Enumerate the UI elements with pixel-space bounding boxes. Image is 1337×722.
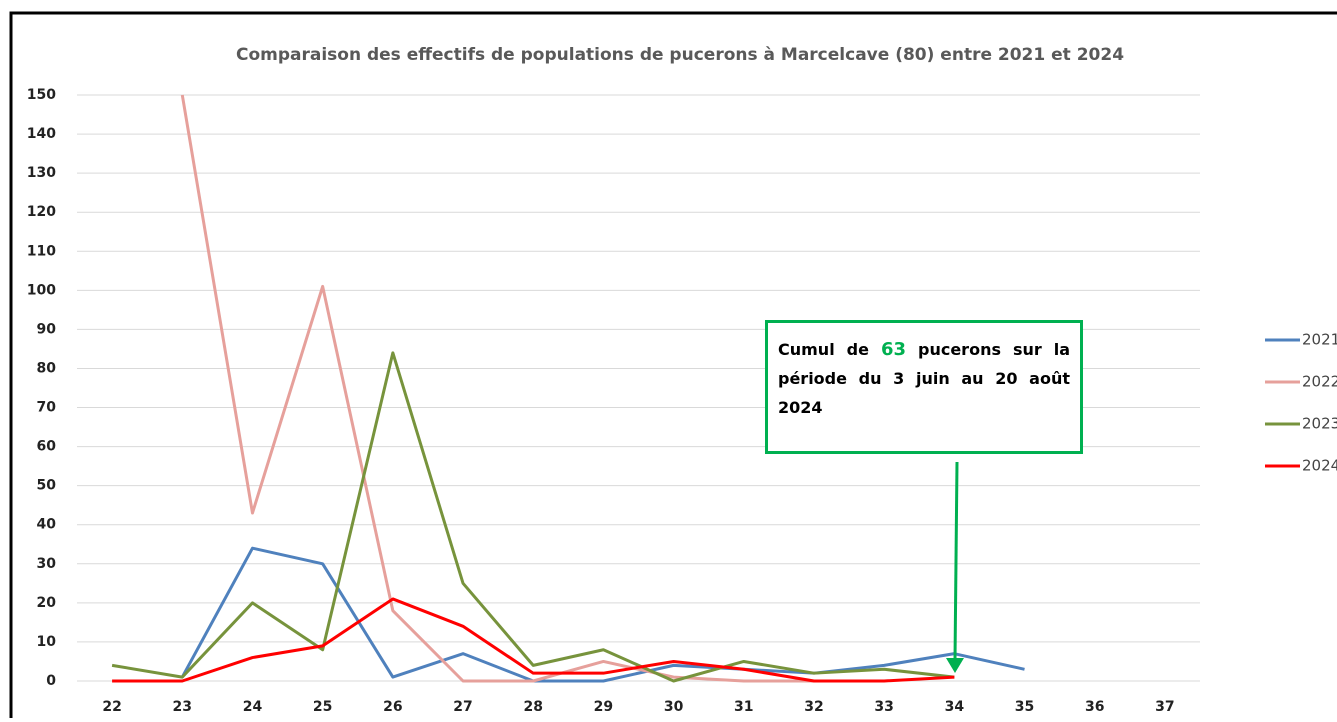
annotation-text: pucerons sur la période du 3 juin au 20 … (778, 340, 1071, 417)
x-tick-label: 36 (1085, 699, 1104, 715)
x-tick-label: 27 (453, 699, 472, 715)
legend-label: 2024 (1302, 457, 1337, 475)
y-tick-label: 100 (27, 282, 56, 298)
x-tick-label: 22 (102, 699, 121, 715)
annotation-number: 63 (880, 339, 907, 360)
series-line (180, 546, 1025, 683)
y-tick-label: 60 (37, 439, 57, 455)
x-tick-label: 31 (734, 699, 753, 715)
chart-title: Comparaison des effectifs de populations… (236, 45, 1124, 65)
annotation-box: Cumul de 63 pucerons sur la période du 3… (765, 320, 1083, 454)
legend-label: 2023 (1302, 415, 1337, 433)
y-tick-label: 140 (27, 126, 56, 142)
x-tick-label: 24 (243, 699, 263, 715)
annotation-text: Cumul de (778, 340, 869, 359)
y-tick-label: 150 (27, 87, 56, 103)
x-tick-label: 34 (945, 699, 965, 715)
x-tick-label: 30 (664, 699, 684, 715)
series-line (112, 597, 955, 683)
legend-label: 2022 (1302, 373, 1337, 391)
y-tick-label: 80 (37, 360, 57, 376)
y-tick-label: 40 (37, 517, 57, 533)
y-tick-label: 10 (37, 634, 57, 650)
x-tick-label: 23 (173, 699, 192, 715)
x-tick-label: 29 (594, 699, 613, 715)
x-tick-label: 35 (1015, 699, 1034, 715)
x-tick-label: 25 (313, 699, 332, 715)
y-tick-label: 30 (37, 556, 57, 572)
y-tick-label: 90 (37, 321, 57, 337)
x-tick-label: 28 (523, 699, 542, 715)
y-tick-label: 0 (46, 673, 56, 689)
x-tick-label: 26 (383, 699, 402, 715)
series-line (180, 94, 885, 683)
y-tick-label: 50 (37, 478, 57, 494)
y-tick-label: 130 (27, 165, 56, 181)
annotation-arrowhead (946, 658, 964, 673)
frame (9, 11, 1337, 722)
legend-label: 2021 (1302, 331, 1337, 349)
y-tick-label: 120 (27, 204, 56, 220)
y-tick-label: 20 (37, 595, 57, 611)
y-tick-label: 70 (37, 400, 57, 416)
annotation-arrow (953, 461, 959, 661)
x-tick-label: 37 (1155, 699, 1174, 715)
x-tick-label: 33 (874, 699, 893, 715)
y-tick-label: 110 (27, 243, 56, 259)
x-tick-label: 32 (804, 699, 823, 715)
series-line (111, 351, 955, 683)
